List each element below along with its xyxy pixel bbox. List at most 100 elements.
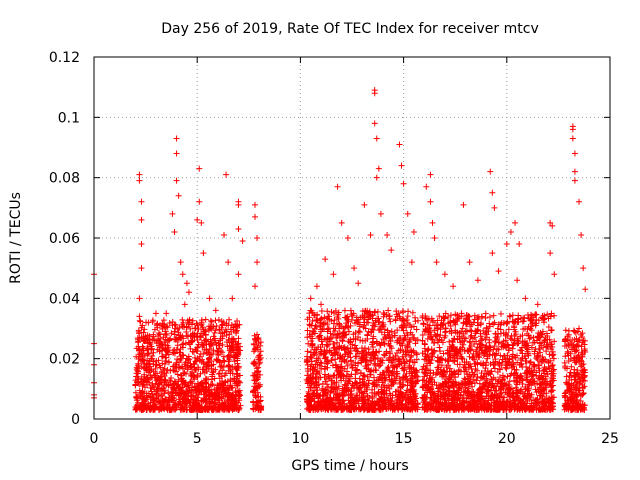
data-point: [388, 247, 395, 254]
data-point: [136, 313, 143, 320]
data-point: [384, 231, 391, 238]
data-point: [257, 348, 264, 355]
data-point: [198, 219, 205, 226]
data-point: [535, 362, 542, 369]
data-point: [255, 335, 262, 342]
data-point: [155, 330, 162, 337]
data-point: [178, 372, 185, 379]
data-point: [251, 361, 258, 368]
data-point: [562, 327, 569, 334]
y-tick-label: 0.1: [58, 110, 80, 126]
data-point: [235, 347, 242, 354]
data-point: [174, 337, 181, 344]
data-point: [214, 356, 221, 363]
data-point: [140, 404, 147, 411]
data-point: [250, 406, 257, 413]
data-point: [164, 348, 171, 355]
data-point: [344, 362, 351, 369]
data-point: [206, 393, 213, 400]
data-point: [387, 318, 394, 325]
data-point: [205, 376, 212, 383]
data-point: [507, 228, 514, 235]
data-point: [187, 378, 194, 385]
data-point: [235, 201, 242, 208]
data-point: [408, 324, 415, 331]
data-point: [474, 277, 481, 284]
data-point: [399, 309, 406, 316]
data-point: [144, 378, 151, 385]
data-point: [234, 367, 241, 374]
data-point: [193, 357, 200, 364]
y-axis-label: ROTI / TECUs: [8, 192, 24, 284]
data-point: [136, 177, 143, 184]
data-point: [253, 399, 260, 406]
data-point: [212, 391, 219, 398]
data-point: [226, 331, 233, 338]
data-point: [239, 238, 246, 245]
data-point: [222, 403, 229, 410]
data-point: [489, 250, 496, 257]
data-point: [135, 343, 142, 350]
data-point: [174, 356, 181, 363]
data-point: [189, 393, 196, 400]
data-point: [210, 333, 217, 340]
data-point: [230, 396, 237, 403]
data-point: [356, 329, 363, 336]
data-point: [196, 353, 203, 360]
data-point: [227, 393, 234, 400]
data-point: [335, 383, 342, 390]
data-point: [232, 393, 239, 400]
data-point: [254, 259, 261, 266]
data-point: [209, 405, 216, 412]
data-point: [224, 343, 231, 350]
data-point: [162, 396, 169, 403]
data-point: [187, 379, 194, 386]
data-point: [215, 345, 222, 352]
data-point: [549, 352, 556, 359]
data-point: [156, 348, 163, 355]
data-point: [148, 345, 155, 352]
data-point: [138, 265, 145, 272]
data-point: [173, 177, 180, 184]
x-tick-label: 15: [395, 431, 413, 447]
data-point: [139, 388, 146, 395]
data-point: [252, 385, 259, 392]
data-point: [201, 377, 208, 384]
data-point: [321, 314, 328, 321]
data-point: [136, 401, 143, 408]
data-point: [319, 385, 326, 392]
data-point: [176, 391, 183, 398]
data-point: [433, 259, 440, 266]
data-point: [466, 353, 473, 360]
data-point: [220, 357, 227, 364]
data-point: [157, 379, 164, 386]
data-point: [250, 372, 257, 379]
data-point: [207, 336, 214, 343]
data-point: [137, 318, 144, 325]
data-markers: [91, 87, 589, 413]
data-point: [251, 360, 258, 367]
data-point: [251, 213, 258, 220]
data-point: [197, 350, 204, 357]
data-point: [377, 210, 384, 217]
data-point: [580, 265, 587, 272]
data-point: [218, 318, 225, 325]
data-point: [371, 90, 378, 97]
data-point: [163, 332, 170, 339]
data-point: [226, 316, 233, 323]
data-point: [213, 387, 220, 394]
data-point: [203, 392, 210, 399]
data-point: [225, 398, 232, 405]
data-point: [318, 301, 325, 308]
data-point: [202, 331, 209, 338]
data-point: [407, 354, 414, 361]
data-point: [505, 326, 512, 333]
data-point: [227, 376, 234, 383]
y-tick-label: 0.04: [49, 291, 80, 307]
data-point: [153, 370, 160, 377]
data-point: [206, 346, 213, 353]
data-point: [158, 368, 165, 375]
data-point: [197, 370, 204, 377]
data-point: [200, 342, 207, 349]
data-point: [497, 310, 504, 317]
